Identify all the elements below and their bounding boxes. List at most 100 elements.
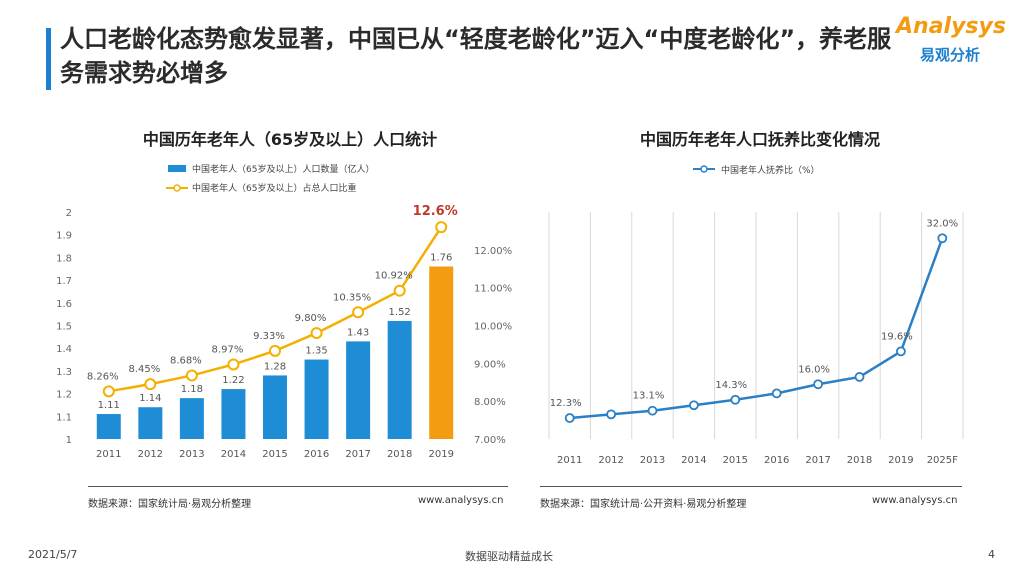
- dependency-point: [771, 388, 782, 399]
- x-tick-label: 2016: [304, 449, 329, 460]
- ratio-point: [393, 284, 406, 297]
- bar-2014: [221, 389, 246, 439]
- bar-2013: [179, 398, 204, 439]
- y-left-tick-label: 1.9: [56, 231, 72, 242]
- bar-value-label: 1.14: [139, 393, 161, 404]
- dependency-point: [606, 409, 616, 420]
- right-url: www.analysys.cn: [872, 495, 958, 506]
- x-tick-label: 2018: [387, 449, 412, 460]
- right-source-divider: [540, 486, 962, 487]
- ratio-point: [102, 385, 115, 398]
- x-tick-label: 2013: [640, 455, 665, 466]
- ratio-point: [435, 221, 448, 234]
- bar-value-label: 1.76: [430, 252, 452, 263]
- dependency-point: [730, 394, 741, 405]
- dependency-line: [569, 237, 944, 420]
- dependency-point: [895, 346, 906, 357]
- left-source-divider: [88, 486, 508, 487]
- x-tick-label: 2016: [764, 455, 789, 466]
- legend-marker-line: [173, 184, 181, 192]
- x-tick-label: 2019: [428, 449, 453, 460]
- dependency-point: [854, 372, 865, 382]
- ratio-point: [352, 306, 365, 319]
- logo-text-en: Analysys: [896, 14, 1006, 39]
- ratio-value-label: 10.92%: [375, 271, 413, 282]
- y-right-tick-label: 8.00%: [474, 397, 506, 408]
- x-tick-label: 2011: [557, 455, 582, 466]
- bar-value-label: 1.35: [305, 346, 327, 357]
- x-tick-label: 2018: [847, 455, 872, 466]
- ratio-value-label: 12.6%: [413, 204, 458, 219]
- legend-label-bar: 中国老年人（65岁及以上）人口数量（亿人）: [192, 163, 374, 175]
- ratio-value-label: 9.33%: [253, 331, 285, 342]
- bar-2018: [387, 320, 412, 439]
- y-left-tick-label: 1.2: [56, 390, 72, 401]
- legend-label-line: 中国老年人（65岁及以上）占总人口比重: [192, 182, 356, 194]
- ratio-value-label: 8.97%: [212, 344, 244, 355]
- dependency-value-label: 19.6%: [881, 331, 913, 342]
- footer-date: 2021/5/7: [28, 548, 78, 561]
- x-tick-label: 2012: [598, 455, 623, 466]
- bar-2012: [138, 407, 163, 439]
- y-left-tick-label: 1: [66, 435, 72, 446]
- ratio-point: [227, 358, 240, 371]
- right-source: 数据来源：国家统计局·公开资料·易观分析整理: [540, 499, 747, 510]
- y-left-tick-label: 1.4: [56, 344, 72, 355]
- y-right-tick-label: 9.00%: [474, 359, 506, 370]
- x-tick-label: 2013: [179, 449, 204, 460]
- legend-label: 中国老年人抚养比（%）: [721, 164, 820, 176]
- y-left-tick-label: 1.1: [56, 412, 72, 423]
- y-left-tick-label: 1.5: [56, 322, 72, 333]
- ratio-value-label: 10.35%: [333, 292, 371, 303]
- y-left-tick-label: 1.3: [56, 367, 72, 378]
- legend-marker-line: [700, 165, 708, 173]
- brand-logo: Analysys 易观分析: [884, 14, 1014, 74]
- bar-2011: [96, 414, 121, 439]
- ratio-value-label: 8.68%: [170, 355, 202, 366]
- ratio-point: [185, 369, 198, 382]
- dependency-point: [564, 413, 575, 423]
- y-right-tick-label: 12.00%: [474, 246, 512, 257]
- legend-swatch-bar: [168, 165, 186, 172]
- dependency-value-label: 14.3%: [715, 380, 747, 391]
- x-tick-label: 2019: [888, 455, 913, 466]
- x-tick-label: 2017: [805, 455, 830, 466]
- ratio-point: [144, 378, 157, 391]
- x-tick-label: 2015: [723, 455, 748, 466]
- bar-2016: [304, 359, 329, 439]
- dependency-value-label: 32.0%: [926, 218, 958, 229]
- ratio-point: [269, 344, 281, 357]
- title-accent-bar: [46, 28, 51, 90]
- y-right-tick-label: 7.00%: [474, 435, 506, 446]
- dependency-point: [647, 405, 658, 416]
- y-right-tick-label: 10.00%: [474, 322, 512, 333]
- bar-value-label: 1.22: [222, 375, 244, 386]
- footer-page-number: 4: [988, 548, 995, 561]
- bar-2017: [346, 341, 371, 439]
- bar-value-label: 1.52: [389, 307, 411, 318]
- y-left-tick-label: 2: [66, 208, 72, 219]
- bar-value-label: 1.11: [98, 400, 120, 411]
- left-chart: 中国老年人（65岁及以上）人口数量（亿人） 中国老年人（65岁及以上）占总人口比重…: [56, 163, 512, 460]
- ratio-value-label: 8.26%: [87, 371, 119, 382]
- y-left-tick-label: 1.7: [56, 276, 72, 287]
- x-tick-label: 2012: [138, 449, 163, 460]
- x-tick-label: 2015: [262, 449, 287, 460]
- x-tick-label: 2011: [96, 449, 121, 460]
- bar-2015: [263, 375, 287, 439]
- x-tick-label: 2017: [345, 449, 370, 460]
- y-right-tick-label: 11.00%: [474, 284, 512, 295]
- bar-value-label: 1.18: [181, 384, 203, 395]
- y-left-tick-label: 1.6: [56, 299, 72, 310]
- ratio-value-label: 8.45%: [128, 364, 160, 375]
- dependency-point: [688, 400, 699, 411]
- dependency-value-label: 16.0%: [798, 364, 830, 375]
- dependency-point: [937, 233, 948, 244]
- ratio-value-label: 9.80%: [295, 313, 327, 324]
- dependency-value-label: 12.3%: [550, 398, 582, 409]
- x-tick-label: 2014: [221, 449, 246, 460]
- page-title: 人口老龄化态势愈发显著，中国已从“轻度老龄化”迈入“中度老龄化”，养老服务需求势…: [60, 25, 892, 87]
- x-tick-label: 2014: [681, 455, 706, 466]
- footer-slogan: 数据驱动精益成长: [465, 550, 553, 563]
- logo-text-cn: 易观分析: [920, 46, 981, 64]
